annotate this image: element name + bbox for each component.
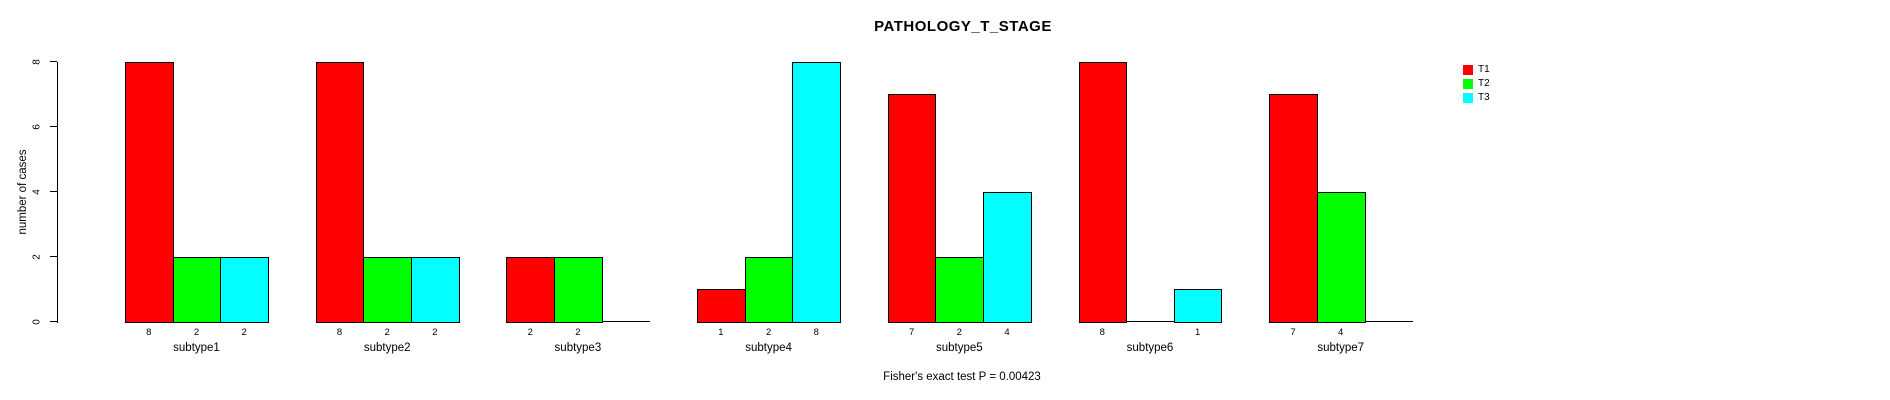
y-tick-label: 2 [31,253,43,260]
bar-count-label: 2 [765,327,772,338]
x-category-label-subtype3: subtype3 [554,342,602,354]
bar-count-label: 2 [193,327,200,338]
legend-swatch-t1 [1463,65,1473,75]
legend-item-t3: T3 [1463,91,1490,105]
bar-t3-subtype2 [411,256,460,323]
bar-count-label: 2 [241,327,247,338]
legend-swatch-t3 [1463,93,1473,103]
bar-count-label: 8 [813,327,819,338]
legend-item-t2: T2 [1463,77,1490,91]
legend: T1 T2 T3 [1463,63,1490,105]
bar-t3-subtype6 [1173,289,1223,323]
x-category-label-subtype5: subtype5 [935,342,983,354]
bar-count-label: 2 [575,327,581,338]
zero-bar-t2-subtype6 [1126,321,1175,322]
bar-t1-subtype5 [887,94,937,323]
bar-t1-subtype4 [697,289,746,323]
bar-t3-subtype4 [792,61,842,323]
bar-t2-subtype3 [554,256,603,323]
zero-bar-t3-subtype7 [1364,321,1414,322]
y-tick-mark [50,321,57,322]
bar-t2-subtype1 [172,256,222,323]
bar-count-label: 4 [1004,327,1010,338]
bar-t2-subtype7 [1316,191,1366,323]
legend-item-t1: T1 [1463,63,1490,77]
x-category-label-subtype2: subtype2 [363,342,411,354]
bar-count-label: 1 [1195,327,1201,338]
y-tick-mark [50,126,57,127]
y-tick-label: 4 [31,188,43,195]
bar-count-label: 8 [336,327,343,338]
legend-label-t2: T2 [1478,78,1490,89]
bar-t1-subtype3 [506,256,556,323]
zero-bar-t3-subtype3 [601,321,651,322]
y-tick-mark [50,256,57,257]
x-category-label-subtype6: subtype6 [1126,342,1174,354]
bar-count-label: 8 [146,327,152,338]
bar-t2-subtype4 [744,256,794,323]
y-tick-mark [50,61,57,62]
bar-t1-subtype7 [1269,94,1318,323]
bar-count-label: 1 [718,327,724,338]
legend-label-t3: T3 [1478,92,1490,103]
bar-count-label: 8 [1099,327,1105,338]
bar-t3-subtype5 [983,191,1032,323]
bar-count-label: 2 [527,327,533,338]
bar-count-label: 2 [432,327,438,338]
bar-count-label: 7 [1290,327,1296,338]
bar-count-label: 4 [1338,327,1344,338]
bar-count-label: 7 [908,327,915,338]
bar-t2-subtype5 [935,256,985,323]
bar-t1-subtype6 [1078,61,1128,323]
bar-count-label: 2 [956,327,962,338]
y-axis-line [57,61,58,323]
y-tick-label: 0 [31,318,43,325]
caption-fishers-test: Fisher's exact test P = 0.00423 [883,371,1041,383]
bar-t1-subtype2 [315,61,365,323]
bar-t3-subtype1 [220,256,269,323]
x-category-label-subtype7: subtype7 [1317,342,1365,354]
legend-label-t1: T1 [1478,64,1490,75]
y-tick-label: 6 [31,123,43,130]
y-axis-label: number of cases [17,149,29,235]
x-category-label-subtype1: subtype1 [173,342,220,354]
chart-title: PATHOLOGY_T_STAGE [874,18,1052,35]
bar-t2-subtype2 [363,256,413,323]
bar-t1-subtype1 [125,61,174,323]
bar-count-label: 2 [384,327,390,338]
y-tick-mark [50,191,57,192]
y-tick-label: 8 [31,58,43,65]
x-category-label-subtype4: subtype4 [745,342,792,354]
legend-swatch-t2 [1463,79,1473,89]
